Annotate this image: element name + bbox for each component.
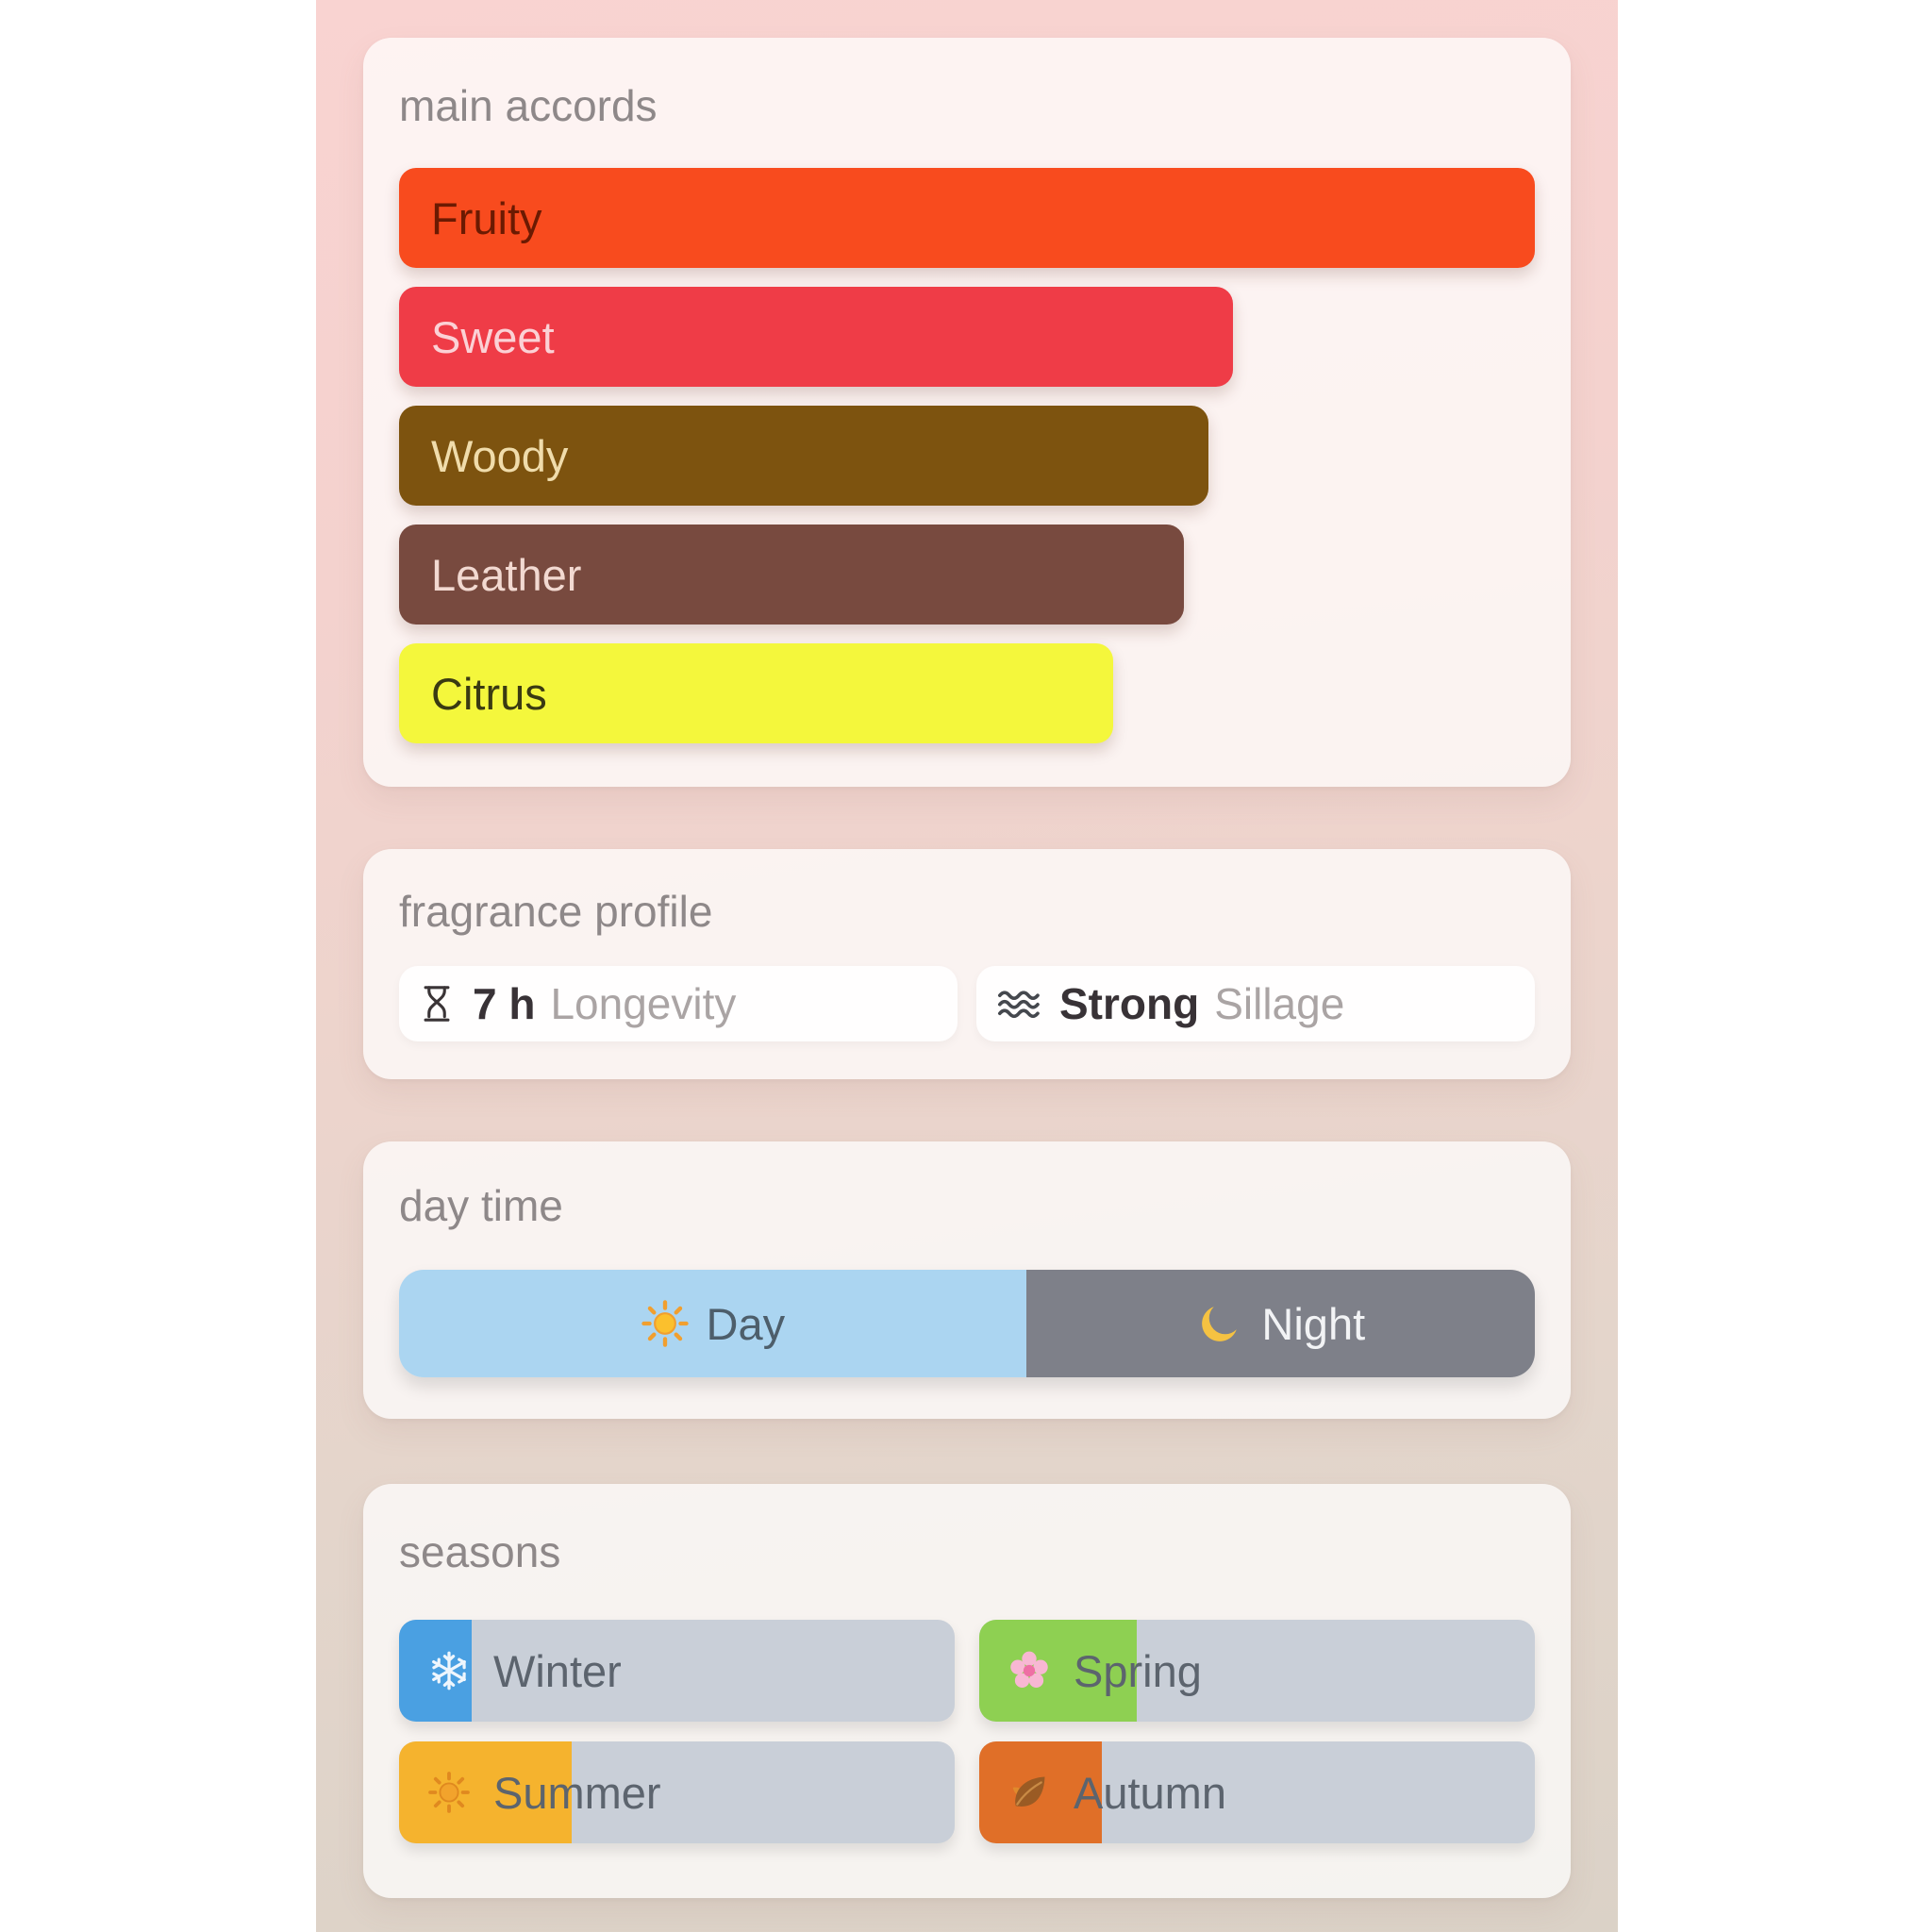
night-label: Night	[1261, 1298, 1366, 1349]
fragrance-profile-title: fragrance profile	[399, 887, 713, 936]
season-label: Summer	[493, 1767, 661, 1818]
sillage-chip: Strong Sillage	[976, 966, 1535, 1041]
seasons-grid: Winter Spring	[399, 1620, 1535, 1843]
sillage-value: Strong	[1059, 979, 1200, 1028]
season-spring[interactable]: Spring	[979, 1620, 1535, 1722]
season-winter-fill	[399, 1620, 472, 1722]
season-label: Winter	[493, 1645, 622, 1696]
sun-icon	[428, 1772, 470, 1813]
sillage-label: Sillage	[1214, 979, 1345, 1028]
day-segment[interactable]: Day	[399, 1270, 1026, 1377]
moon-icon	[1202, 1307, 1238, 1341]
season-winter[interactable]: Winter	[399, 1620, 955, 1722]
accord-bar-leather[interactable]: Leather	[399, 525, 1184, 625]
season-summer[interactable]: Summer	[399, 1741, 955, 1843]
accord-label: Citrus	[431, 668, 547, 719]
day-night-bar: Day Night	[399, 1270, 1535, 1377]
accord-label: Fruity	[431, 192, 542, 243]
fragrance-profile-card: fragrance profile 7 h Longevity	[363, 849, 1571, 1079]
accord-bar-woody[interactable]: Woody	[399, 406, 1209, 506]
season-autumn[interactable]: Autumn	[979, 1741, 1535, 1843]
sun-icon	[641, 1300, 689, 1347]
blossom-icon	[1010, 1651, 1048, 1689]
season-label: Spring	[1074, 1645, 1202, 1696]
main-accords-card: main accords Fruity Sweet Woody Leather …	[363, 38, 1571, 787]
page-background: main accords Fruity Sweet Woody Leather …	[316, 0, 1618, 1932]
waves-icon	[998, 991, 1040, 1019]
accord-label: Woody	[431, 430, 569, 481]
accord-bar-fruity[interactable]: Fruity	[399, 168, 1535, 268]
accord-label: Sweet	[431, 311, 555, 362]
accord-label: Leather	[431, 549, 582, 600]
longevity-label: Longevity	[550, 979, 737, 1028]
season-label: Autumn	[1074, 1767, 1226, 1818]
season-spring-fill	[979, 1620, 1138, 1722]
seasons-title: seasons	[399, 1527, 561, 1576]
snowflake-icon	[432, 1651, 466, 1690]
seasons-card: seasons	[363, 1484, 1571, 1898]
day-time-card: day time Day	[363, 1141, 1571, 1419]
day-label: Day	[706, 1298, 786, 1349]
night-segment[interactable]: Night	[1025, 1270, 1535, 1377]
main-accords-title: main accords	[399, 81, 658, 130]
accord-bar-sweet[interactable]: Sweet	[399, 287, 1233, 387]
leaf-icon	[1012, 1776, 1045, 1807]
accord-bar-citrus[interactable]: Citrus	[399, 643, 1114, 743]
season-summer-fill	[399, 1741, 572, 1843]
longevity-value: 7 h	[473, 979, 536, 1028]
hourglass-icon	[424, 986, 450, 1022]
profile-chips: 7 h Longevity Strong Sillage	[399, 966, 1535, 1041]
day-time-title: day time	[399, 1181, 563, 1230]
longevity-chip: 7 h Longevity	[399, 966, 958, 1041]
